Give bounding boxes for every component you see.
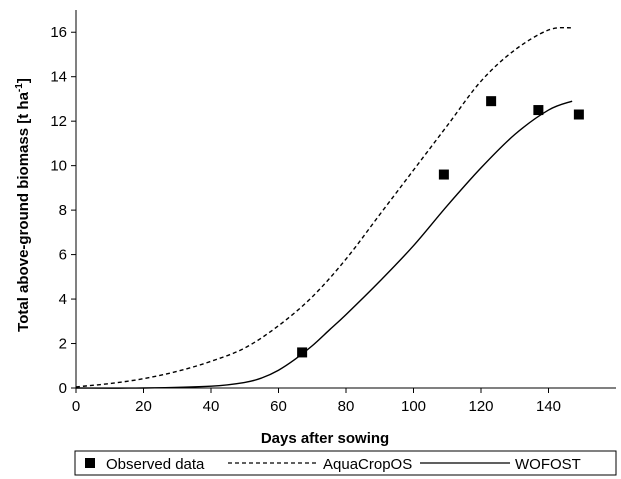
legend-label-observed-data: Observed data: [106, 456, 205, 473]
y-axis-ticks: 0 2 4 6 8 10 12 14 16: [50, 24, 76, 397]
x-tick-label: 40: [203, 398, 220, 415]
y-tick-label: 4: [59, 291, 67, 308]
series-line-wofost: [75, 100, 573, 389]
x-tick-label: 120: [468, 398, 493, 415]
x-tick-label: 20: [135, 398, 152, 415]
data-point: [533, 105, 544, 116]
data-point: [573, 109, 584, 120]
y-axis-title-sup: -1: [14, 83, 25, 92]
x-tick-label: 140: [536, 398, 561, 415]
legend: Observed data AquaCropOS WOFOST: [74, 450, 617, 476]
y-tick-label: 16: [50, 24, 67, 41]
data-point: [486, 96, 497, 107]
x-axis-ticks: 0 20 40 60 80 100 120 140: [72, 388, 561, 415]
legend-box: [74, 450, 617, 476]
y-tick-label: 12: [50, 113, 67, 130]
series-line-aquacropos: [75, 26, 573, 388]
x-tick-label: 100: [401, 398, 426, 415]
y-axis-title-end: ]: [15, 78, 32, 83]
y-axis-title-main: Total above-ground biomass [t ha: [15, 91, 32, 331]
y-tick-label: 10: [50, 158, 67, 175]
x-tick-label: 80: [338, 398, 355, 415]
data-point: [297, 347, 308, 358]
x-axis-title: Days after sowing: [261, 430, 389, 447]
y-tick-label: 6: [59, 247, 67, 264]
y-tick-label: 2: [59, 336, 67, 353]
x-tick-label: 60: [270, 398, 287, 415]
y-tick-label: 8: [59, 202, 67, 219]
series-layer: [75, 26, 584, 389]
y-tick-label: 14: [50, 69, 67, 86]
y-axis-title: Total above-ground biomass [t ha-1]: [14, 78, 32, 332]
y-tick-label: 0: [59, 380, 67, 397]
data-point: [438, 169, 449, 180]
legend-label-aquacropos: AquaCropOS: [323, 456, 412, 473]
x-tick-label: 0: [72, 398, 80, 415]
legend-label-wofost: WOFOST: [515, 456, 581, 473]
legend-marker-observed-data: [85, 458, 95, 468]
